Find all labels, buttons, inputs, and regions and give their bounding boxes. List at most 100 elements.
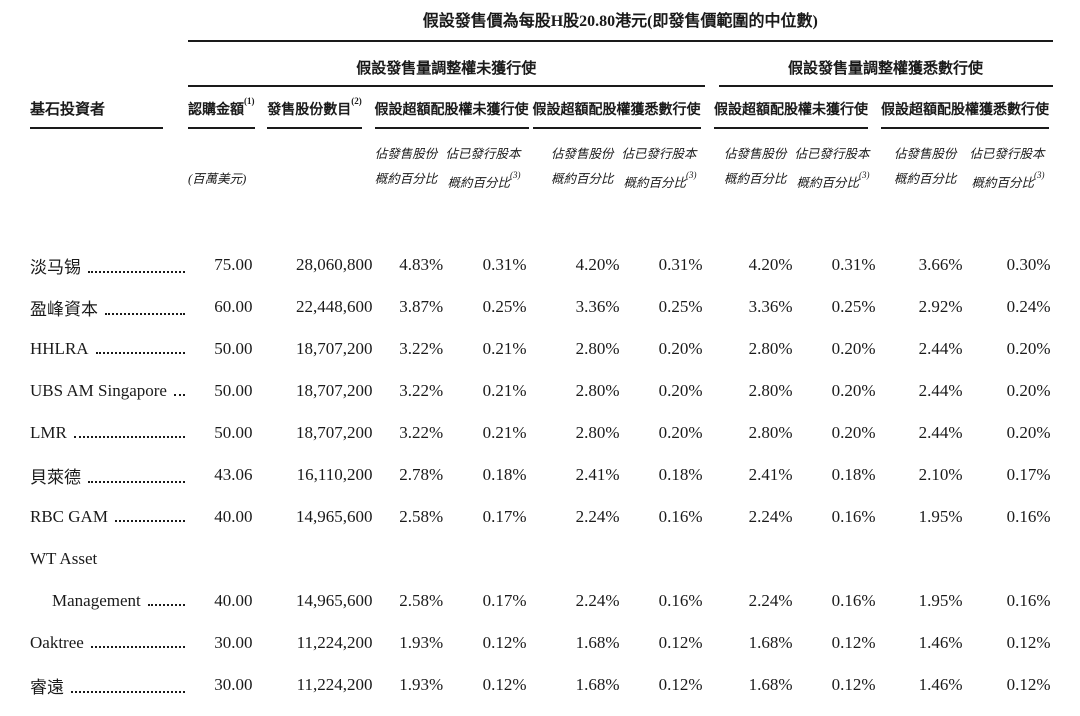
value-cell: 0.17% bbox=[482, 507, 527, 527]
dot-leader bbox=[71, 690, 185, 693]
value-cell: 0.31% bbox=[831, 255, 876, 275]
value-cell: 0.20% bbox=[831, 339, 876, 359]
value-cell: 2.24% bbox=[575, 591, 620, 611]
investor-name-cell: Management bbox=[30, 580, 188, 622]
group-adjustment-fully-exercised-label: 假設發售量調整權獲悉數行使 bbox=[718, 57, 1053, 87]
investor-name-cell: RBC GAM bbox=[30, 496, 188, 538]
group-adjustment-not-exercised: 假設發售量調整權未獲行使 bbox=[188, 41, 705, 87]
value-cell: 0.12% bbox=[1006, 675, 1051, 695]
value-cell: 14,965,600 bbox=[296, 591, 373, 611]
col-offer-shares-number: 發售股份數目(2) bbox=[255, 87, 375, 129]
table-row: 淡马锡 75.00 28,060,800 4.83% 0.31% 4.20% 0.31% 4.… bbox=[30, 244, 1053, 286]
value-cell: 18,707,200 bbox=[296, 381, 373, 401]
value-cell: 0.16% bbox=[658, 507, 703, 527]
investor-name: 貝萊德 bbox=[30, 467, 81, 487]
value-cell: 3.36% bbox=[748, 297, 793, 317]
column-header-row: 基石投資者 認購金額(1) 發售股份數目(2) 假設超額配股權未獲行使 假設超額… bbox=[30, 87, 1053, 129]
group-adjustment-fully-exercised: 假設發售量調整權獲悉數行使 bbox=[705, 41, 1053, 87]
investor-name: HHLRA bbox=[30, 339, 89, 359]
dot-leader bbox=[73, 436, 185, 439]
table-row: UBS AM Singapore 50.00 18,707,200 3.22% 0.21… bbox=[30, 370, 1053, 412]
table-row: 貝萊德 43.06 16,110,200 2.78% 0.18% 2.41% 0.18% 2.… bbox=[30, 454, 1053, 496]
footnote-3-marker: (3) bbox=[686, 170, 697, 180]
table-row: HHLRA 50.00 18,707,200 3.22% 0.21% 2.80% 0.20%… bbox=[30, 328, 1053, 370]
footnote-3-marker: (3) bbox=[859, 170, 870, 180]
title-row: 假設發售價為每股H股20.80港元(即發售價範圍的中位數) bbox=[30, 0, 1053, 42]
value-cell: 2.24% bbox=[748, 507, 793, 527]
value-cell: 3.66% bbox=[918, 255, 963, 275]
value-cell: 2.58% bbox=[399, 591, 444, 611]
table-row: Management 40.00 14,965,600 2.58% 0.17% 2.24%… bbox=[30, 580, 1053, 622]
value-cell bbox=[705, 538, 795, 580]
col-pct-offer-shares: 佔發售股份 概約百分比 bbox=[724, 147, 787, 186]
investor-name-cell: WT Asset bbox=[30, 538, 188, 580]
value-cell: 2.80% bbox=[748, 423, 793, 443]
value-cell bbox=[622, 538, 705, 580]
col-pct-issued-capital: 佔已發行股本 概約百分比(3) bbox=[445, 147, 521, 191]
value-cell: 0.20% bbox=[1006, 423, 1051, 443]
value-cell: 1.95% bbox=[918, 591, 963, 611]
investor-name: WT Asset bbox=[30, 549, 98, 569]
investor-name-cell: 貝萊德 bbox=[30, 454, 188, 496]
subscription-amount-label: 認購金額 bbox=[188, 103, 244, 118]
value-cell: 0.20% bbox=[1006, 339, 1051, 359]
value-cell: 3.22% bbox=[399, 381, 444, 401]
value-cell: 0.31% bbox=[658, 255, 703, 275]
col-unit: (百萬美元) bbox=[188, 129, 255, 196]
col-pct-offer-shares: 佔發售股份 概約百分比 bbox=[550, 147, 614, 186]
value-cell: 0.31% bbox=[482, 255, 527, 275]
group-header-row: 假設發售量調整權未獲行使 假設發售量調整權獲悉數行使 bbox=[30, 41, 1053, 87]
col-pct-issued-capital: 佔已發行股本 概約百分比(3) bbox=[969, 147, 1045, 191]
value-cell: 0.25% bbox=[658, 297, 703, 317]
value-cell: 30.00 bbox=[214, 675, 253, 695]
col-overallotment-fully-exercised-a: 假設超額配股權獲悉數行使 bbox=[529, 87, 705, 129]
value-cell: 3.22% bbox=[399, 423, 444, 443]
value-cell: 2.78% bbox=[399, 465, 444, 485]
investor-name: UBS AM Singapore bbox=[30, 381, 167, 401]
footnote-1-marker: (1) bbox=[244, 96, 255, 107]
unit-label: (百萬美元) bbox=[188, 172, 247, 186]
investor-name-cell: UBS AM Singapore bbox=[30, 370, 188, 412]
table-row: Oaktree 30.00 11,224,200 1.93% 0.12% 1.68% 0.1… bbox=[30, 622, 1053, 664]
value-cell: 0.12% bbox=[831, 633, 876, 653]
value-cell: 0.12% bbox=[831, 675, 876, 695]
value-cell: 1.46% bbox=[918, 675, 963, 695]
investor-name-cell: 盈峰資本 bbox=[30, 286, 188, 328]
dot-leader bbox=[105, 312, 185, 315]
stub-header-label: 基石投資者 bbox=[30, 98, 163, 129]
footnote-2-marker: (2) bbox=[351, 96, 362, 107]
value-cell: 1.95% bbox=[918, 507, 963, 527]
value-cell: 0.20% bbox=[658, 381, 703, 401]
value-cell: 0.21% bbox=[482, 339, 527, 359]
value-cell bbox=[878, 538, 965, 580]
investor-name: Management bbox=[52, 591, 141, 611]
value-cell: 1.46% bbox=[918, 633, 963, 653]
group-adjustment-not-exercised-label: 假設發售量調整權未獲行使 bbox=[188, 57, 705, 87]
value-cell: 1.68% bbox=[575, 675, 620, 695]
value-cell: 11,224,200 bbox=[296, 675, 373, 695]
value-cell: 11,224,200 bbox=[296, 633, 373, 653]
value-cell: 2.92% bbox=[918, 297, 963, 317]
value-cell: 50.00 bbox=[214, 339, 253, 359]
value-cell: 2.41% bbox=[575, 465, 620, 485]
investor-name-cell: Oaktree bbox=[30, 622, 188, 664]
value-cell: 0.17% bbox=[1006, 465, 1051, 485]
value-cell: 3.36% bbox=[575, 297, 620, 317]
col-subscription-amount: 認購金額(1) bbox=[188, 87, 255, 129]
table-row: LMR 50.00 18,707,200 3.22% 0.21% 2.80% 0.20% 2.… bbox=[30, 412, 1053, 454]
investor-name: LMR bbox=[30, 423, 67, 443]
value-cell bbox=[375, 538, 446, 580]
investor-name: 睿遠 bbox=[30, 677, 64, 697]
value-cell: 30.00 bbox=[214, 633, 253, 653]
overallotment-not-exercised-label: 假設超額配股權未獲行使 bbox=[374, 99, 529, 129]
col-pct-offer-shares: 佔發售股份 概約百分比 bbox=[374, 147, 438, 186]
investor-name: 盈峰資本 bbox=[30, 299, 98, 319]
value-cell: 60.00 bbox=[214, 297, 253, 317]
value-cell bbox=[255, 538, 375, 580]
investor-name: 淡马锡 bbox=[30, 257, 81, 277]
value-cell: 2.80% bbox=[748, 381, 793, 401]
value-cell: 1.93% bbox=[399, 633, 444, 653]
stub-spacer bbox=[30, 129, 188, 196]
table-row: 睿遠 30.00 11,224,200 1.93% 0.12% 1.68% 0.12% 1.6… bbox=[30, 664, 1053, 706]
value-cell: 1.93% bbox=[399, 675, 444, 695]
